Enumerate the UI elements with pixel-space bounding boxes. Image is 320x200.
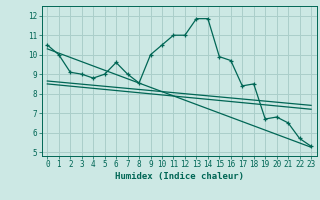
X-axis label: Humidex (Indice chaleur): Humidex (Indice chaleur)	[115, 172, 244, 181]
